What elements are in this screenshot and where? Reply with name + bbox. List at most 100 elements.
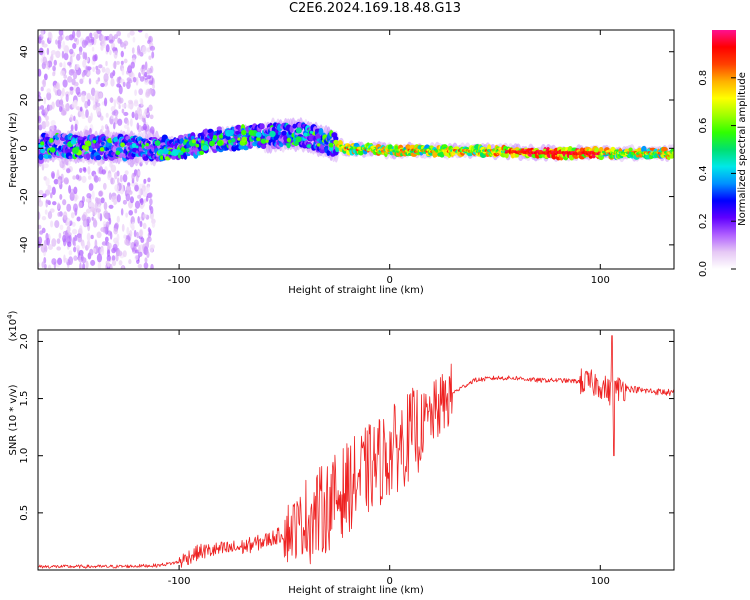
heatmap-cell	[191, 139, 196, 144]
heatmap-cell	[47, 264, 52, 269]
heatmap-cell	[77, 234, 83, 243]
heatmap-cell	[120, 60, 124, 65]
heatmap-cell	[103, 97, 108, 107]
heatmap-cell	[71, 30, 76, 39]
heatmap-cell	[81, 71, 86, 78]
heatmap-cell	[42, 43, 48, 48]
heatmap-cell	[51, 186, 56, 196]
heatmap-cell	[145, 142, 150, 147]
heatmap-cell	[56, 169, 60, 177]
heatmap-cell	[146, 74, 152, 80]
colorbar-tick-label: 0.8	[698, 70, 709, 86]
heatmap-cell	[128, 209, 133, 216]
heatmap-cell	[144, 79, 149, 85]
heatmap-cell	[139, 204, 144, 210]
heatmap-cell	[79, 225, 83, 234]
heatmap-cell	[122, 199, 128, 205]
heatmap-cell	[50, 119, 56, 126]
heatmap-cell	[98, 177, 101, 182]
heatmap-cell	[98, 64, 103, 69]
heatmap-cell	[78, 46, 83, 53]
spectrogram-frame	[37, 29, 675, 270]
heatmap-cell	[59, 62, 63, 68]
heatmap-cell	[146, 67, 151, 76]
y-tick-label: -20	[19, 188, 30, 204]
heatmap-cell	[57, 211, 61, 217]
heatmap-cell	[73, 255, 78, 261]
heatmap-cell	[177, 149, 181, 153]
heatmap-cell	[93, 217, 97, 225]
heatmap-cell	[113, 200, 117, 206]
heatmap-cell	[138, 244, 141, 253]
heatmap-cell	[328, 146, 334, 151]
heatmap-cell	[62, 199, 67, 206]
heatmap-cell	[113, 172, 118, 180]
snr-frame	[37, 329, 675, 571]
heatmap-cell	[67, 76, 73, 83]
heatmap-cell	[75, 86, 81, 95]
heatmap-cell	[93, 175, 99, 183]
x-tick-label: 100	[591, 576, 610, 587]
heatmap-cell	[38, 124, 43, 131]
heatmap-cell	[69, 114, 74, 122]
heatmap-cell	[202, 144, 209, 151]
heatmap-cell	[56, 246, 62, 251]
heatmap-cell	[133, 229, 137, 238]
heatmap-cell	[661, 146, 668, 153]
heatmap-cell	[56, 89, 62, 97]
heatmap-cell	[139, 197, 144, 206]
heatmap-cell	[641, 145, 647, 153]
heatmap-cell	[84, 140, 91, 147]
spectrogram-y-axis-label: Frequency (Hz)	[8, 112, 19, 188]
heatmap-cell	[113, 227, 118, 235]
heatmap-cell	[38, 236, 43, 245]
heatmap-cell	[238, 145, 245, 150]
heatmap-cell	[93, 31, 99, 37]
heatmap-cell	[101, 125, 104, 131]
heatmap-cell	[82, 51, 86, 60]
heatmap-cell	[195, 143, 200, 148]
heatmap-cell	[49, 147, 56, 153]
heatmap-cell	[57, 202, 60, 210]
heatmap-cell	[83, 167, 87, 173]
heatmap-cell	[108, 192, 112, 200]
heatmap-cell	[328, 142, 334, 148]
heatmap-cell	[109, 97, 114, 103]
heatmap-cell	[58, 105, 63, 113]
heatmap-cell	[52, 65, 56, 72]
heatmap-cell	[49, 138, 54, 143]
heatmap-cell	[46, 91, 52, 101]
heatmap-cell	[116, 76, 121, 84]
heatmap-cell	[259, 123, 265, 129]
heatmap-cell	[98, 190, 103, 197]
heatmap-cell	[147, 185, 150, 193]
heatmap-cell	[138, 72, 141, 79]
heatmap-cell	[130, 61, 135, 69]
heatmap-cell	[138, 187, 141, 196]
heatmap-cell	[123, 58, 128, 64]
heatmap-cell	[113, 34, 118, 40]
heatmap-cell	[94, 90, 100, 100]
heatmap-cell	[111, 47, 118, 52]
spectrogram-y-ticks: -40 -20 0 20 40	[19, 45, 674, 253]
heatmap-cell	[144, 71, 148, 78]
heatmap-cell	[320, 145, 325, 150]
heatmap-cell	[61, 50, 65, 59]
heatmap-cell	[123, 111, 129, 117]
heatmap-cell	[47, 184, 52, 192]
heatmap-cell	[132, 36, 136, 43]
page-title: C2E6.2024.169.18.48.G13	[288, 1, 462, 16]
heatmap-cell	[117, 250, 123, 257]
heatmap-cell	[87, 42, 93, 47]
heatmap-cell	[47, 104, 53, 111]
heatmap-cell	[394, 145, 399, 151]
heatmap-cell	[138, 113, 143, 120]
heatmap-cell	[68, 256, 74, 266]
heatmap-cell	[48, 244, 53, 251]
heatmap-cell	[85, 65, 88, 74]
heatmap-cell	[62, 40, 66, 50]
heatmap-cell	[308, 135, 313, 141]
heatmap-cell	[125, 212, 128, 218]
heatmap-cell	[63, 177, 69, 185]
heatmap-cell	[120, 142, 125, 148]
